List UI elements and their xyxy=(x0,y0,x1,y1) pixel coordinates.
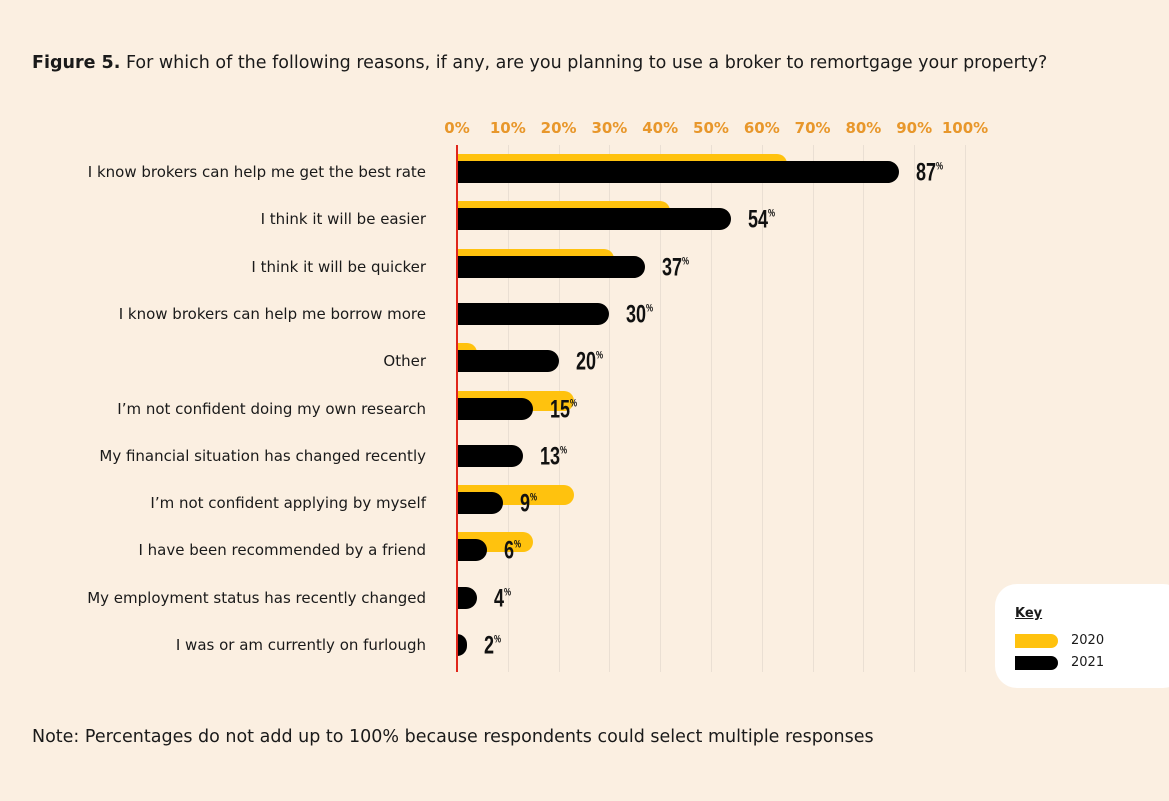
data-label-value: 9 xyxy=(519,489,530,518)
bar-2021 xyxy=(457,444,524,467)
percent-sign: % xyxy=(570,397,578,409)
bar-2021 xyxy=(457,634,468,656)
bar-2021 xyxy=(457,208,732,231)
gridline xyxy=(914,145,916,672)
category-label: I think it will be easier xyxy=(260,210,426,229)
x-tick-label: 70% xyxy=(794,119,831,137)
gridline xyxy=(863,145,865,672)
gridline xyxy=(761,145,763,672)
percent-sign: % xyxy=(646,302,654,315)
legend-title: Key xyxy=(1015,606,1043,621)
gridline xyxy=(965,145,966,672)
x-tick-label: 90% xyxy=(896,119,933,137)
data-label-value: 4 xyxy=(494,584,505,613)
data-label-value: 2 xyxy=(484,631,495,660)
x-tick-label: 10% xyxy=(489,119,526,137)
category-label: I’m not confident applying by myself xyxy=(150,494,426,513)
data-label-value: 54 xyxy=(748,205,769,234)
data-label: 20% xyxy=(576,348,603,377)
x-tick-label: 30% xyxy=(591,119,628,137)
category-label: I know brokers can help me get the best … xyxy=(87,163,426,181)
footnote: Note: Percentages do not add up to 100% … xyxy=(32,727,874,747)
chart-title: Figure 5. For which of the following rea… xyxy=(32,53,1047,73)
data-label: 13% xyxy=(540,442,567,471)
category-label: I have been recommended by a friend xyxy=(138,541,426,560)
gridline xyxy=(812,145,814,672)
category-label: I’m not confident doing my own research xyxy=(117,399,426,418)
category-label: I think it will be quicker xyxy=(251,257,426,276)
data-label-value: 87 xyxy=(915,158,936,187)
data-label-value: 13 xyxy=(540,442,561,471)
data-label: 30% xyxy=(626,300,653,329)
x-tick-label: 40% xyxy=(642,119,679,137)
legend-swatch-2021 xyxy=(1015,656,1058,670)
data-label: 15% xyxy=(550,395,577,424)
gridline xyxy=(711,145,712,672)
category-label: My employment status has recently change… xyxy=(87,588,426,607)
legend-label-2020: 2020 xyxy=(1071,633,1105,648)
category-label: I was or am currently on furlough xyxy=(175,636,426,654)
data-label: 6% xyxy=(504,537,521,566)
data-label-value: 30 xyxy=(626,300,647,329)
bar-2021 xyxy=(457,397,534,420)
data-label: 87% xyxy=(916,159,943,188)
data-label: 2% xyxy=(484,632,501,661)
bar-2021 xyxy=(457,492,503,515)
gridline xyxy=(609,145,611,672)
x-tick-label: 80% xyxy=(845,119,882,137)
percent-sign: % xyxy=(595,349,603,362)
figure-question: For which of the following reasons, if a… xyxy=(125,53,1048,73)
data-label: 4% xyxy=(494,584,511,613)
data-label-value: 6 xyxy=(504,536,515,565)
percent-sign: % xyxy=(494,633,502,646)
data-label: 37% xyxy=(662,253,689,282)
x-tick-label: 60% xyxy=(743,119,780,137)
data-label: 9% xyxy=(520,490,537,519)
percent-sign: % xyxy=(681,255,690,268)
data-label-value: 15 xyxy=(550,395,571,423)
legend-label-2021: 2021 xyxy=(1071,655,1105,670)
percent-sign: % xyxy=(768,207,776,220)
data-label-value: 20 xyxy=(575,347,596,376)
data-label-value: 37 xyxy=(661,253,682,282)
bar-2021 xyxy=(457,539,488,562)
data-label: 54% xyxy=(748,206,775,235)
bar-2021 xyxy=(457,350,559,373)
gridline xyxy=(660,145,662,672)
x-tick-label: 0% xyxy=(444,119,470,137)
category-label: I know brokers can help me borrow more xyxy=(118,304,426,323)
legend-swatch-2020 xyxy=(1015,634,1058,648)
y-axis-line xyxy=(456,145,458,672)
bar-2021 xyxy=(457,255,645,278)
percent-sign: % xyxy=(504,586,512,599)
x-tick-label: 20% xyxy=(540,119,577,137)
percent-sign: % xyxy=(935,160,944,173)
bar-2021 xyxy=(457,586,478,609)
percent-sign: % xyxy=(529,491,537,504)
legend: Key 2020 2021 xyxy=(995,584,1169,688)
category-label: My financial situation has changed recen… xyxy=(99,446,426,465)
x-tick-label: 100% xyxy=(941,119,989,137)
x-tick-label: 50% xyxy=(693,119,729,137)
percent-sign: % xyxy=(560,444,568,457)
figure-number: Figure 5. xyxy=(32,53,121,73)
bar-2021 xyxy=(457,161,899,183)
category-label: Other xyxy=(383,352,426,371)
bar-2021 xyxy=(457,302,610,325)
percent-sign: % xyxy=(514,538,522,551)
